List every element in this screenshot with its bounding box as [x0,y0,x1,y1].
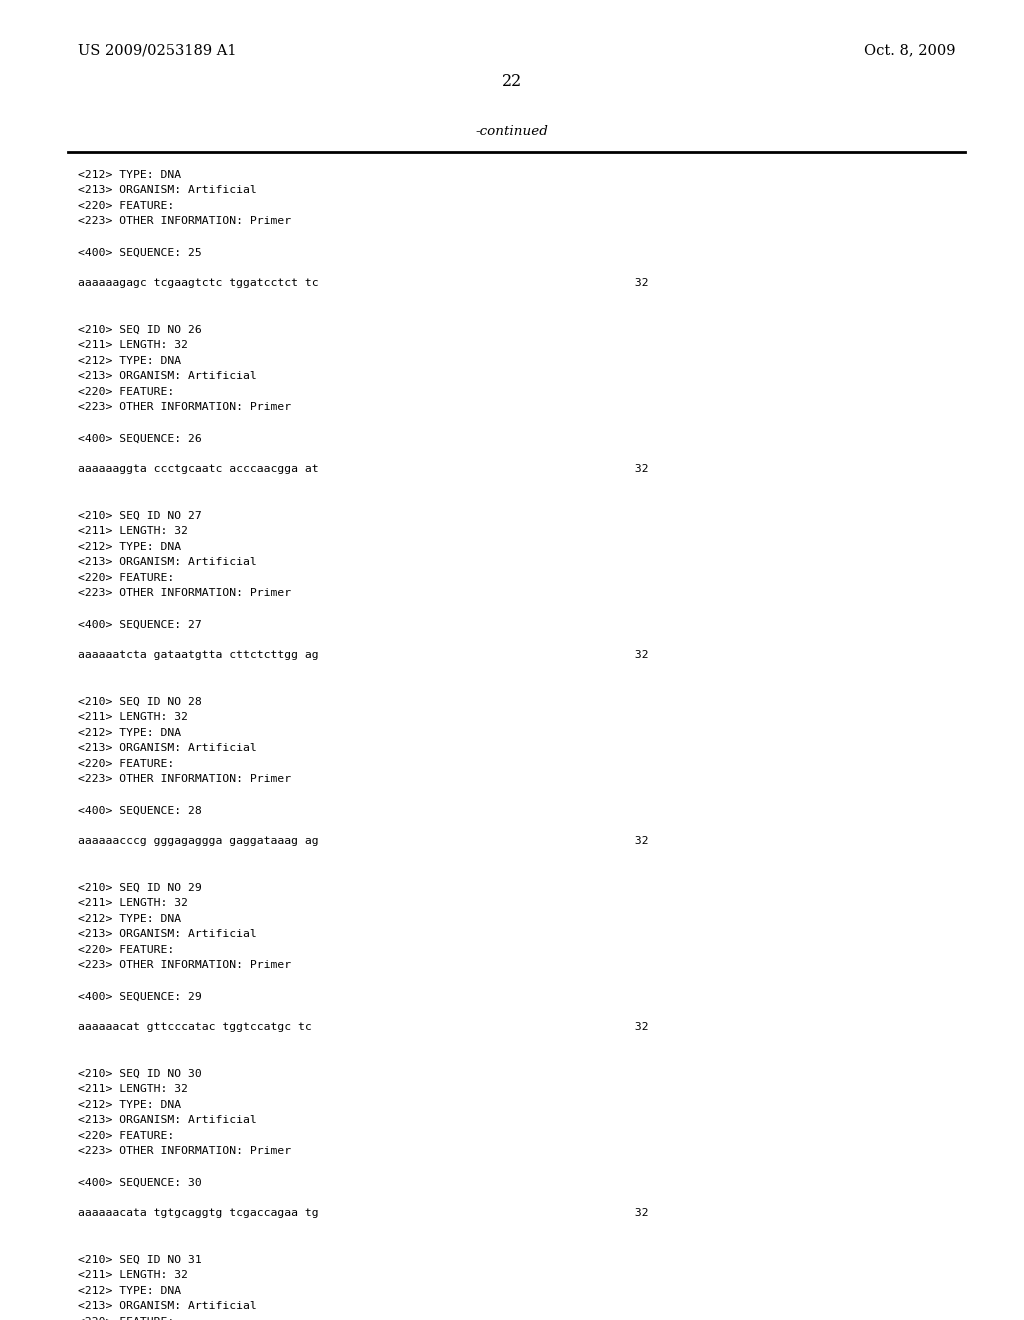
Text: <220> FEATURE:: <220> FEATURE: [78,759,174,770]
Text: aaaaaacccg gggagaggga gaggataaag ag                                             : aaaaaacccg gggagaggga gaggataaag ag [78,837,648,846]
Text: <220> FEATURE:: <220> FEATURE: [78,387,174,397]
Text: <211> LENGTH: 32: <211> LENGTH: 32 [78,713,188,722]
Text: <213> ORGANISM: Artificial: <213> ORGANISM: Artificial [78,1302,257,1312]
Text: <213> ORGANISM: Artificial: <213> ORGANISM: Artificial [78,557,257,568]
Text: <213> ORGANISM: Artificial: <213> ORGANISM: Artificial [78,371,257,381]
Text: aaaaaaggta ccctgcaatc acccaacgga at                                             : aaaaaaggta ccctgcaatc acccaacgga at [78,465,648,474]
Text: <212> TYPE: DNA: <212> TYPE: DNA [78,356,181,366]
Text: <211> LENGTH: 32: <211> LENGTH: 32 [78,527,188,536]
Text: <400> SEQUENCE: 25: <400> SEQUENCE: 25 [78,247,202,257]
Text: US 2009/0253189 A1: US 2009/0253189 A1 [78,44,237,57]
Text: <210> SEQ ID NO 28: <210> SEQ ID NO 28 [78,697,202,708]
Text: <213> ORGANISM: Artificial: <213> ORGANISM: Artificial [78,929,257,940]
Text: <223> OTHER INFORMATION: Primer: <223> OTHER INFORMATION: Primer [78,1147,291,1156]
Text: <212> TYPE: DNA: <212> TYPE: DNA [78,729,181,738]
Text: -continued: -continued [475,125,549,139]
Text: aaaaaagagc tcgaagtctc tggatcctct tc                                             : aaaaaagagc tcgaagtctc tggatcctct tc [78,279,648,289]
Text: <220> FEATURE:: <220> FEATURE: [78,201,174,211]
Text: aaaaaacata tgtgcaggtg tcgaccagaa tg                                             : aaaaaacata tgtgcaggtg tcgaccagaa tg [78,1209,648,1218]
Text: <400> SEQUENCE: 28: <400> SEQUENCE: 28 [78,805,202,816]
Text: <400> SEQUENCE: 30: <400> SEQUENCE: 30 [78,1177,202,1188]
Text: <220> FEATURE:: <220> FEATURE: [78,945,174,954]
Text: Oct. 8, 2009: Oct. 8, 2009 [863,44,955,57]
Text: <223> OTHER INFORMATION: Primer: <223> OTHER INFORMATION: Primer [78,216,291,227]
Text: <211> LENGTH: 32: <211> LENGTH: 32 [78,341,188,351]
Text: <210> SEQ ID NO 26: <210> SEQ ID NO 26 [78,325,202,335]
Text: <210> SEQ ID NO 30: <210> SEQ ID NO 30 [78,1069,202,1078]
Text: <212> TYPE: DNA: <212> TYPE: DNA [78,1286,181,1296]
Text: <400> SEQUENCE: 29: <400> SEQUENCE: 29 [78,991,202,1002]
Text: <212> TYPE: DNA: <212> TYPE: DNA [78,170,181,180]
Text: <212> TYPE: DNA: <212> TYPE: DNA [78,913,181,924]
Text: <220> FEATURE:: <220> FEATURE: [78,1131,174,1140]
Text: <400> SEQUENCE: 26: <400> SEQUENCE: 26 [78,433,202,444]
Text: <400> SEQUENCE: 27: <400> SEQUENCE: 27 [78,619,202,630]
Text: <212> TYPE: DNA: <212> TYPE: DNA [78,1100,181,1110]
Text: <210> SEQ ID NO 29: <210> SEQ ID NO 29 [78,883,202,894]
Text: <220> FEATURE:: <220> FEATURE: [78,573,174,583]
Text: <223> OTHER INFORMATION: Primer: <223> OTHER INFORMATION: Primer [78,961,291,970]
Text: <210> SEQ ID NO 27: <210> SEQ ID NO 27 [78,511,202,521]
Text: <211> LENGTH: 32: <211> LENGTH: 32 [78,899,188,908]
Text: <211> LENGTH: 32: <211> LENGTH: 32 [78,1270,188,1280]
Text: 22: 22 [502,74,522,91]
Text: <223> OTHER INFORMATION: Primer: <223> OTHER INFORMATION: Primer [78,589,291,598]
Text: <213> ORGANISM: Artificial: <213> ORGANISM: Artificial [78,743,257,754]
Text: <210> SEQ ID NO 31: <210> SEQ ID NO 31 [78,1255,202,1265]
Text: aaaaaatcta gataatgtta cttctcttgg ag                                             : aaaaaatcta gataatgtta cttctcttgg ag [78,651,648,660]
Text: <223> OTHER INFORMATION: Primer: <223> OTHER INFORMATION: Primer [78,775,291,784]
Text: <220> FEATURE:: <220> FEATURE: [78,1317,174,1320]
Text: <223> OTHER INFORMATION: Primer: <223> OTHER INFORMATION: Primer [78,403,291,412]
Text: <213> ORGANISM: Artificial: <213> ORGANISM: Artificial [78,186,257,195]
Text: <211> LENGTH: 32: <211> LENGTH: 32 [78,1085,188,1094]
Text: <213> ORGANISM: Artificial: <213> ORGANISM: Artificial [78,1115,257,1126]
Text: aaaaaacat gttcccatac tggtccatgc tc                                              : aaaaaacat gttcccatac tggtccatgc tc [78,1023,648,1032]
Text: <212> TYPE: DNA: <212> TYPE: DNA [78,543,181,552]
